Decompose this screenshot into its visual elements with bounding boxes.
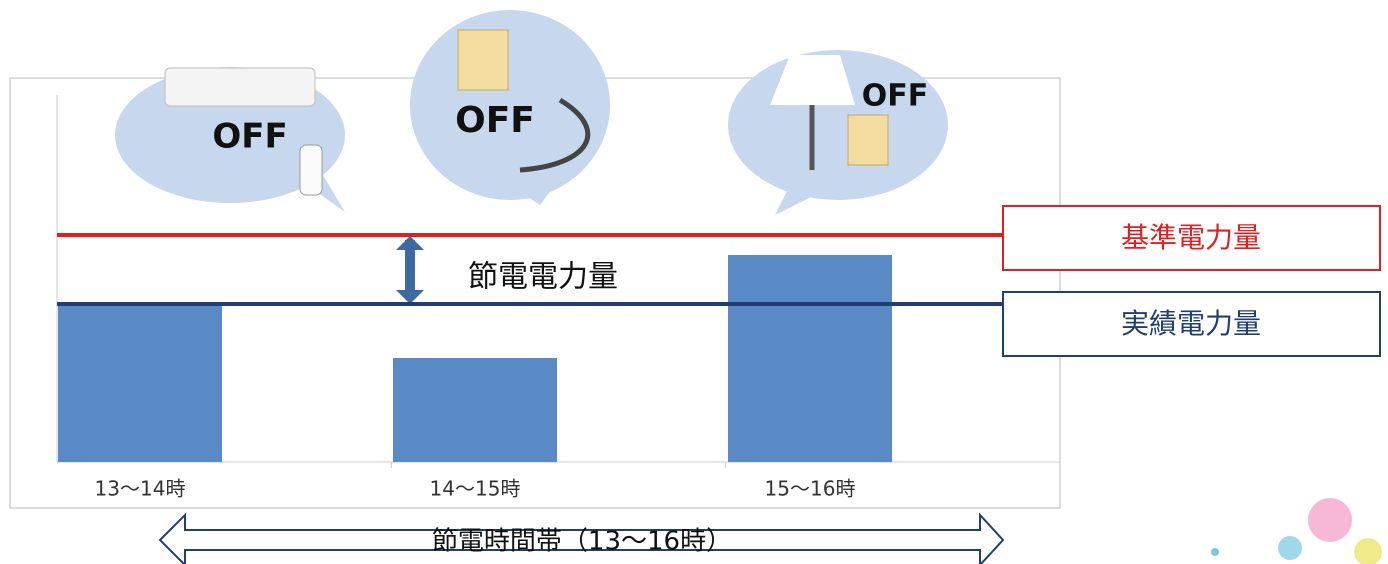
period-label: 節電時間帯（13〜16時） (432, 527, 732, 557)
decoration (1278, 536, 1302, 560)
remote-icon (300, 145, 322, 195)
bar (58, 305, 222, 462)
bubble-label: OFF (212, 117, 287, 157)
decoration (1308, 498, 1352, 542)
decoration (1354, 538, 1382, 564)
reference-label: 基準電力量 (1121, 221, 1261, 254)
x-tick-label: 15〜16時 (765, 477, 856, 501)
bubble-label: OFF (455, 100, 535, 141)
bar (728, 255, 892, 462)
decoration (1211, 548, 1219, 556)
aircon-icon (165, 68, 315, 106)
switch-icon (848, 115, 888, 165)
reference-label: 実績電力量 (1121, 307, 1261, 340)
annotation: 節電電力量 (468, 260, 618, 295)
bubble-label: OFF (862, 79, 929, 114)
chart: 13〜14時 14〜15時 15〜16時 基準電力量実績電力量 節電電力量節電時間帯（1… (0, 0, 1388, 564)
bar (393, 358, 557, 462)
x-tick-label: 14〜15時 (430, 477, 521, 501)
x-tick-label: 13〜14時 (95, 477, 186, 501)
outlet-icon (458, 30, 508, 90)
